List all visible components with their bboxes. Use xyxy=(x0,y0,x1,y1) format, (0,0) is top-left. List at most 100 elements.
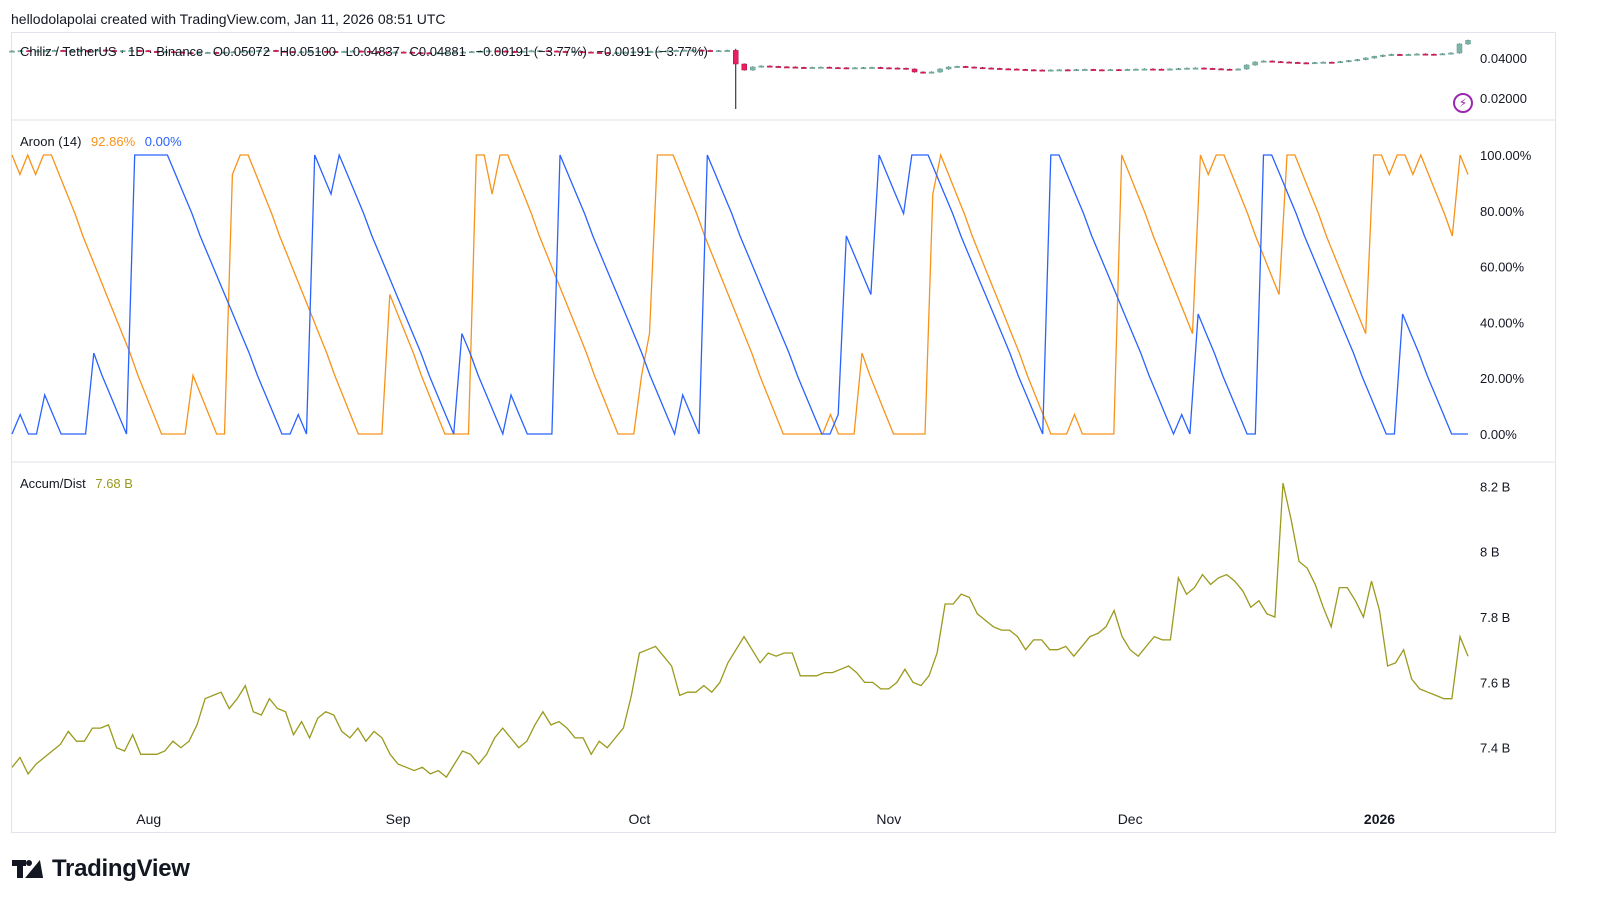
candle-body xyxy=(443,52,449,55)
candle-body xyxy=(656,50,662,53)
candle-body xyxy=(1320,61,1327,64)
candle-body xyxy=(68,50,75,53)
candle-body xyxy=(179,51,186,54)
candle-body xyxy=(1133,68,1139,71)
candle-body xyxy=(417,52,424,55)
candle-body xyxy=(1167,68,1173,71)
candle-body xyxy=(1260,60,1267,63)
candle-body xyxy=(298,51,305,54)
candle-body xyxy=(1354,59,1361,62)
candle-body xyxy=(818,66,824,69)
candle-body xyxy=(988,67,994,70)
candle-body xyxy=(767,65,773,68)
candle-body xyxy=(375,51,381,54)
candle-body xyxy=(962,66,969,68)
candle-body xyxy=(1209,68,1216,70)
candle-body xyxy=(153,51,160,53)
candle-body xyxy=(1107,69,1114,72)
candle-body xyxy=(486,50,492,53)
candle-body xyxy=(409,51,415,54)
candle-body xyxy=(724,50,730,52)
candle-body xyxy=(205,52,211,54)
candle-body xyxy=(1201,67,1207,70)
candle-body xyxy=(145,50,151,53)
candle-body xyxy=(588,51,594,54)
candle-body xyxy=(1303,62,1309,65)
candle-body xyxy=(1397,54,1403,56)
candle-body xyxy=(801,67,807,69)
candle-body xyxy=(1082,69,1088,71)
candle-body xyxy=(469,51,475,54)
candle-body xyxy=(1329,61,1335,64)
candle-body xyxy=(579,51,586,54)
candle-body xyxy=(1371,56,1378,59)
candle-body xyxy=(792,66,799,69)
open-value: O0.05072 xyxy=(212,44,271,59)
candle-body xyxy=(307,51,313,54)
aroon-axis-tick: 100.00% xyxy=(1480,148,1532,163)
price-axis-tick: 0.02000 xyxy=(1480,91,1527,106)
chart-attribution: hellodolapolai created with TradingView.… xyxy=(11,11,446,27)
accum-dist-axis-tick: 8 B xyxy=(1480,545,1500,560)
candle-body xyxy=(605,52,611,55)
accum-dist-axis-tick: 7.4 B xyxy=(1480,741,1510,756)
candle-body xyxy=(1031,69,1037,72)
candle-body xyxy=(273,50,279,52)
accum-dist-axis-tick: 7.6 B xyxy=(1480,675,1510,690)
candle-body xyxy=(1243,64,1250,70)
candle-body xyxy=(852,67,858,70)
candle-body xyxy=(1286,61,1292,64)
candle-body xyxy=(17,50,24,53)
tradingview-logo[interactable]: TradingView xyxy=(12,855,190,883)
candle-body xyxy=(332,51,339,53)
aroon-title: Aroon (14) xyxy=(20,134,82,149)
aroon-axis-tick: 60.00% xyxy=(1480,260,1525,275)
candle-body xyxy=(1039,69,1046,72)
accum-dist-axis-tick: 8.2 B xyxy=(1480,479,1510,494)
candle-body xyxy=(520,50,526,53)
candle-body xyxy=(51,50,58,52)
candle-body xyxy=(843,67,850,70)
candle-body xyxy=(1073,69,1080,72)
time-axis-tick: Aug xyxy=(136,811,161,827)
candle-body xyxy=(920,71,926,74)
candle-body xyxy=(571,51,577,54)
chart-frame[interactable] xyxy=(11,32,1556,833)
aroon-up-value: 92.86% xyxy=(91,134,136,149)
tradingview-logo-icon xyxy=(12,858,49,880)
candle-body xyxy=(707,50,713,52)
candle-body xyxy=(1346,60,1352,63)
candle-body xyxy=(315,50,322,53)
candle-body xyxy=(26,50,32,53)
candle-body xyxy=(1252,61,1258,66)
candle-body xyxy=(119,50,126,53)
candle-body xyxy=(1116,69,1122,72)
price-axis-tick: 0.04000 xyxy=(1480,51,1527,66)
candle-body xyxy=(1277,61,1284,64)
candle-body xyxy=(511,51,518,53)
candle-body xyxy=(537,50,543,53)
accum-dist-value: 7.68 B xyxy=(95,476,133,491)
candle-body xyxy=(188,52,194,55)
accum-dist-axis-tick: 7.8 B xyxy=(1480,610,1510,625)
aroon-pane[interactable] xyxy=(11,152,1469,437)
candle-body xyxy=(562,51,569,53)
candle-body xyxy=(94,49,100,52)
accum-dist-pane[interactable] xyxy=(11,482,1469,779)
candle-body xyxy=(452,52,458,54)
candle-body xyxy=(869,67,875,69)
accum-dist-line xyxy=(11,482,1469,779)
candle-body xyxy=(996,68,1003,70)
candle-body xyxy=(230,51,237,54)
candle-body xyxy=(613,52,620,55)
candle-body xyxy=(877,67,884,69)
candle-body xyxy=(77,50,83,52)
pane-separators xyxy=(12,119,1555,463)
lightning-bolt-icon[interactable]: ⚡ xyxy=(1453,93,1473,113)
candle-body xyxy=(1414,53,1420,56)
price-pane[interactable] xyxy=(9,39,1471,109)
candle-body xyxy=(1431,53,1437,56)
candle-body xyxy=(1013,68,1020,71)
price-legend: Chiliz / TetherUS · 1D · Binance O0.0507… xyxy=(20,44,714,59)
